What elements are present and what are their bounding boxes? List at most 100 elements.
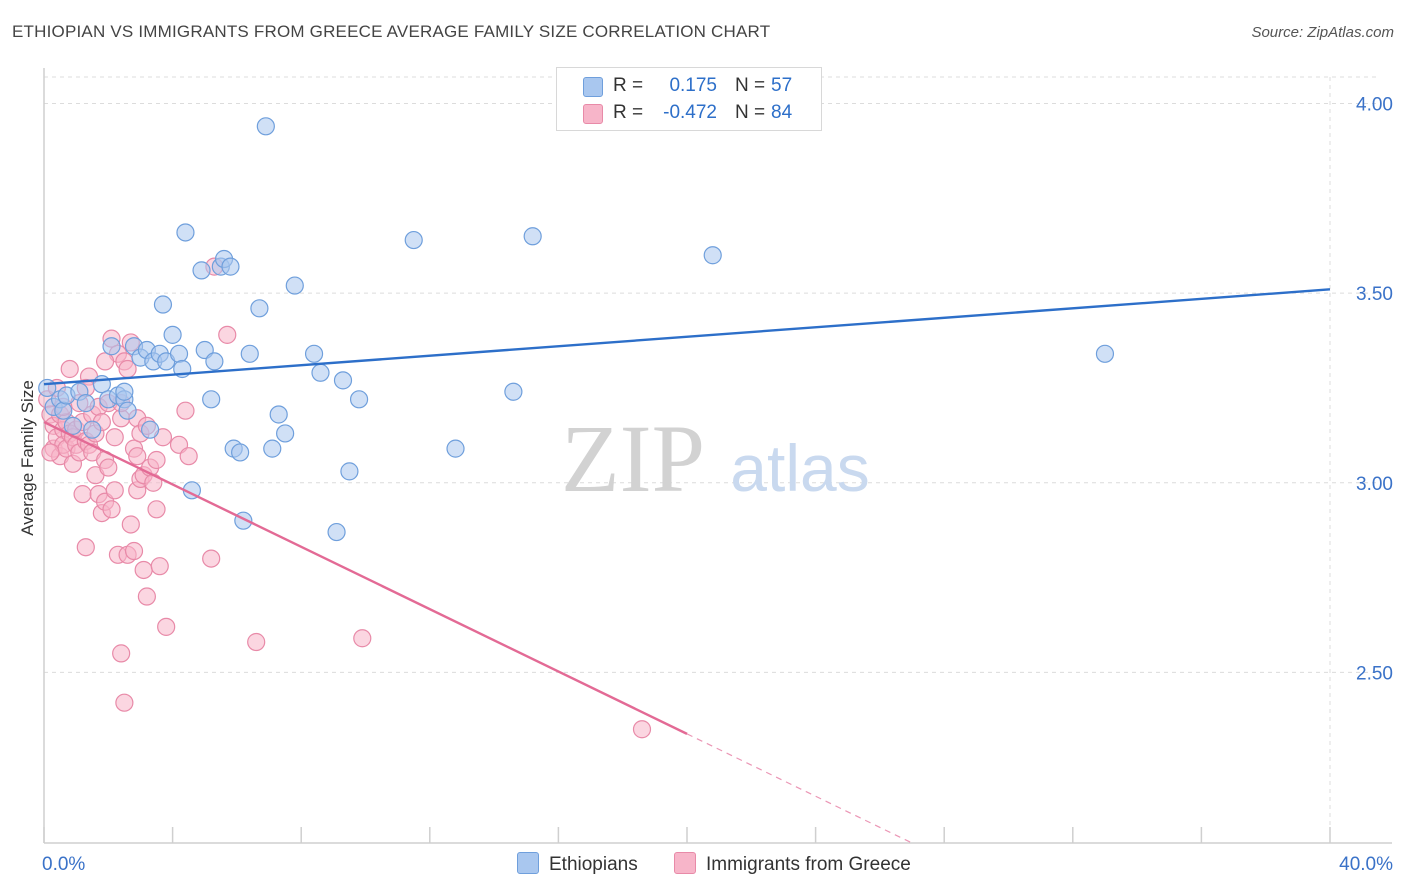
ethiopian-point xyxy=(169,344,189,363)
x-tick-label: 0.0% xyxy=(42,854,85,875)
ethiopian-point xyxy=(118,401,137,420)
chart-title: ETHIOPIAN VS IMMIGRANTS FROM GREECE AVER… xyxy=(12,22,771,41)
greece-point xyxy=(147,450,166,470)
greece-point xyxy=(95,352,115,371)
ethiopian-point xyxy=(349,390,369,409)
ethiopian-point xyxy=(703,246,722,265)
ethiopian-point xyxy=(163,325,182,344)
greece-point xyxy=(128,447,147,466)
watermark-zip: ZIP xyxy=(561,405,705,512)
ethiopian-point xyxy=(504,382,523,401)
greece-point xyxy=(73,485,92,504)
greece-point xyxy=(105,481,124,500)
greece-point xyxy=(134,560,153,580)
greece-point xyxy=(124,541,144,561)
ethiopian-point xyxy=(250,299,269,318)
greece-point xyxy=(99,458,118,477)
ethiopian-point xyxy=(92,375,111,394)
bottom-legend-swatch-pink xyxy=(674,852,696,874)
legend-n-label: N = xyxy=(735,102,766,123)
ethiopian-point xyxy=(311,363,330,382)
legend-row-greece: R = -0.472 N = 84 xyxy=(557,101,821,127)
y-tick-label: 3.50 xyxy=(1356,284,1393,305)
ethiopian-point xyxy=(205,352,224,371)
greece-point xyxy=(121,515,140,534)
greece-point xyxy=(60,359,79,379)
bottom-legend-label: Immigrants from Greece xyxy=(706,854,911,875)
greece-point xyxy=(247,632,266,652)
greece-point xyxy=(105,428,124,447)
bottom-legend-ethiopians: Ethiopians xyxy=(517,852,638,876)
legend-n-value: 57 xyxy=(771,75,793,96)
legend-n-label: N = xyxy=(735,75,766,96)
greece-point xyxy=(112,644,131,663)
axes xyxy=(43,68,1392,844)
ethiopian-point xyxy=(202,390,221,409)
ethiopian-point xyxy=(221,257,240,276)
ethiopian-point xyxy=(231,443,250,462)
ethiopian-point xyxy=(285,276,304,295)
ethiopian-point xyxy=(333,371,353,390)
ethiopian-point xyxy=(523,227,542,246)
greece-point xyxy=(41,443,60,462)
ethiopian-point xyxy=(140,420,160,439)
ethiopian-point xyxy=(54,401,73,420)
ethiopian-point xyxy=(340,462,359,481)
ethiopian-point xyxy=(63,416,83,435)
greece-point xyxy=(157,617,176,636)
greece-point xyxy=(353,629,372,648)
greece-point xyxy=(179,447,198,466)
legend-r-value: -0.472 xyxy=(663,102,717,123)
trend-lines xyxy=(43,288,1331,844)
ethiopian-point xyxy=(269,405,288,424)
ethiopian-point xyxy=(240,344,259,363)
y-tick-label: 4.00 xyxy=(1356,95,1393,116)
greece-point xyxy=(218,325,237,344)
correlation-legend: R = 0.175 N = 57 R = -0.472 N = 84 xyxy=(556,67,822,131)
ethiopian-point xyxy=(153,295,173,314)
ethiopian-point xyxy=(304,344,324,363)
ethiopian-point xyxy=(102,337,121,356)
greece-point xyxy=(150,557,169,576)
ethiopian-point xyxy=(327,522,346,542)
greece-point xyxy=(202,549,221,568)
series-ethiopians xyxy=(38,117,1115,542)
greece-point xyxy=(102,500,121,519)
greece-point xyxy=(115,693,134,712)
legend-row-ethiopians: R = 0.175 N = 57 xyxy=(557,74,821,100)
legend-n-value: 84 xyxy=(771,102,793,123)
trend-line-ethiopians xyxy=(43,288,1331,386)
ethiopian-point xyxy=(404,230,423,250)
bottom-legend-greece: Immigrants from Greece xyxy=(674,852,911,876)
y-tick-label: 2.50 xyxy=(1356,663,1393,684)
watermark-atlas: atlas xyxy=(730,431,869,505)
legend-swatch-pink xyxy=(583,104,603,124)
ethiopian-point xyxy=(256,117,275,136)
x-tick-label: 40.0% xyxy=(1339,854,1393,875)
ethiopian-point xyxy=(83,420,102,439)
trend-line-greece-extension xyxy=(686,733,913,844)
tick-labels: 2.50 3.00 3.50 4.00 0.0% 40.0% xyxy=(42,95,1393,875)
greece-point xyxy=(147,500,166,519)
ethiopian-point xyxy=(76,394,95,413)
greece-point xyxy=(632,720,652,739)
bottom-legend-swatch-blue xyxy=(517,852,539,874)
y-tick-label: 3.00 xyxy=(1356,474,1393,495)
ethiopian-point xyxy=(263,439,282,458)
legend-r-label: R = xyxy=(613,75,644,96)
trend-line-greece xyxy=(43,420,688,735)
ethiopian-point xyxy=(192,261,211,280)
legend-r-label: R = xyxy=(613,102,644,123)
ethiopian-point xyxy=(276,424,295,443)
series-immigrants-from-greece xyxy=(38,257,652,739)
source-credit: Source: ZipAtlas.com xyxy=(1251,24,1394,41)
greece-point xyxy=(137,587,156,606)
legend-r-value: 0.175 xyxy=(669,75,717,96)
greece-point xyxy=(176,401,195,420)
ethiopian-point xyxy=(1095,344,1115,363)
watermark: ZIP atlas xyxy=(561,405,870,512)
ethiopian-point xyxy=(446,439,465,458)
greece-point xyxy=(76,538,95,557)
bottom-legend-label: Ethiopians xyxy=(549,854,638,875)
